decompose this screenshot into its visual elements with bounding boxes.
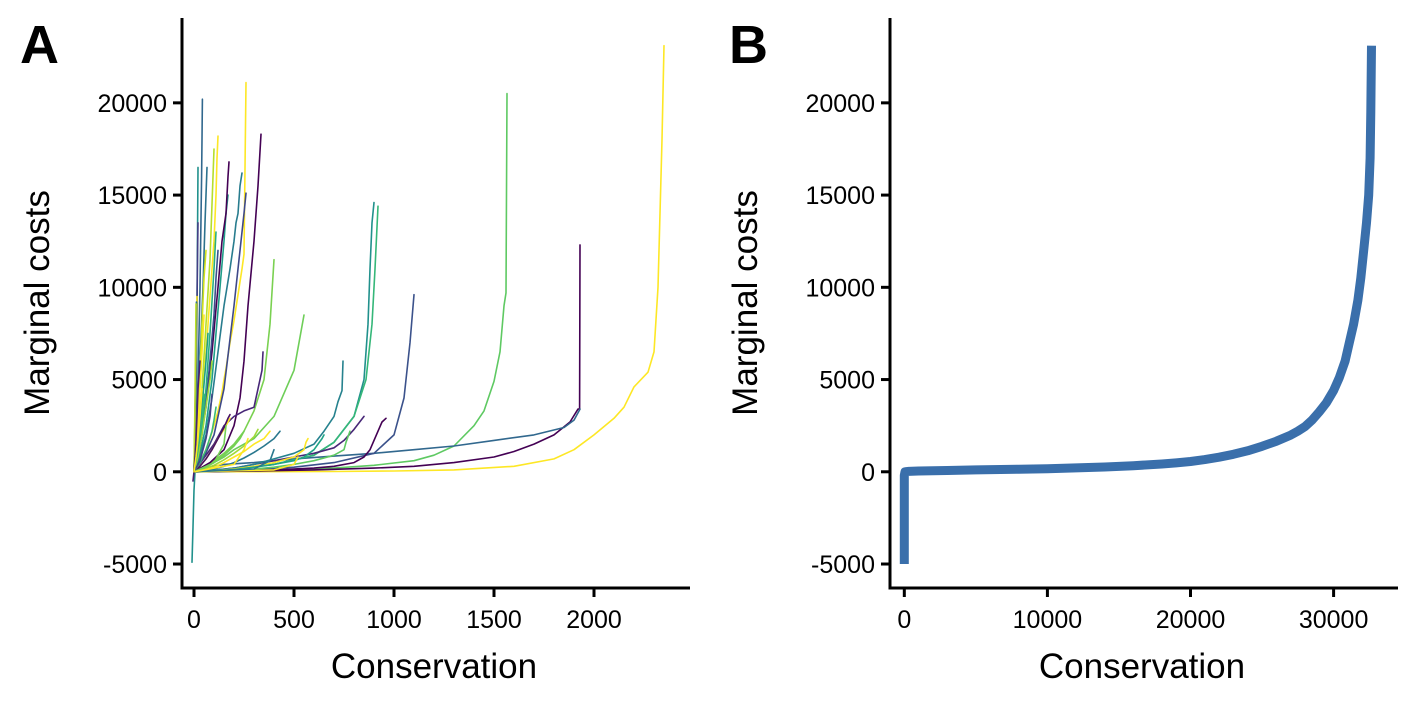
panel-a-series-line-44 [193,456,299,473]
panel-b-label: B [729,15,768,75]
panel-a-series-line-5 [193,293,415,473]
panel-a-x-tick-label: 0 [187,606,201,634]
panel-a-series-line-47 [193,437,249,473]
panel-a-series-line-33 [193,430,281,473]
panel-a-y-tick-label: 0 [153,459,167,487]
panel-a-series-line-36 [193,430,245,473]
panel-a-series-line-35 [193,428,259,473]
panel-a-series-line-15 [193,351,264,473]
panel-b-x-axis-title: Conservation [1039,647,1245,686]
panel-b-y-tick-label: 10000 [805,274,875,302]
panel-b-x-tick-label: 30000 [1299,606,1369,634]
panel-a-y-tick-label: 15000 [97,182,167,210]
panel-b-y-tick-label: 20000 [805,90,875,118]
panel-a-series-line-16 [193,192,247,473]
panel-b-x-ticks: 0 10000 20000 30000 [897,588,1368,634]
panel-a-series-group [191,44,665,563]
panel-a-series-line-50 [193,303,197,473]
panel-b-x-tick-label: 0 [897,606,911,634]
panel-a: A -5000 0 5000 10000 15000 20000 0 500 1000 1500… [18,15,690,686]
panel-a-series-line-45 [193,448,275,473]
panel-a-series-line-43 [193,393,213,473]
panel-a-series-line-52 [193,388,203,473]
panel-a-y-tick-label: 5000 [111,367,167,395]
panel-a-x-tick-label: 1000 [366,606,422,634]
panel-b-x-tick-label: 10000 [1013,606,1083,634]
panel-a-x-tick-label: 2000 [566,606,622,634]
panel-b-x-tick-label: 20000 [1156,606,1226,634]
panel-a-x-ticks: 0 500 1000 1500 2000 [187,588,622,634]
panel-a-label: A [20,15,59,75]
panel-a-x-tick-label: 1500 [466,606,522,634]
panel-b-y-tick-label: 15000 [805,182,875,210]
panel-a-y-tick-label: 10000 [97,274,167,302]
panel-a-x-axis-title: Conservation [331,647,537,686]
panel-a-series-line-1 [193,44,665,473]
panel-a-series-line-38 [193,413,231,473]
panel-b-y-tick-label: 5000 [819,367,875,395]
panel-a-x-tick-label: 500 [273,606,315,634]
panel-a-series-line-40 [193,360,213,473]
panel-a-series-line-3 [193,244,581,473]
panel-a-y-tick-label: -5000 [103,551,167,579]
panel-a-y-ticks: -5000 0 5000 10000 15000 20000 [97,90,182,579]
panel-b-y-tick-label: 0 [861,459,875,487]
panel-b-series-line-1 [899,45,1376,564]
panel-b-y-ticks: -5000 0 5000 10000 15000 20000 [805,90,890,579]
panel-a-y-tick-label: 20000 [97,90,167,118]
panel-a-y-axis-title: Marginal costs [18,190,57,416]
panel-a-series-line-46 [193,424,227,473]
panel-b-y-tick-label: -5000 [811,551,875,579]
panel-b-y-axis-title: Marginal costs [726,190,765,416]
panel-b: B -5000 0 5000 10000 15000 20000 0 10000 20000 3… [726,15,1398,686]
panel-b-series-group [899,45,1376,564]
panel-a-series-line-24 [193,172,243,473]
